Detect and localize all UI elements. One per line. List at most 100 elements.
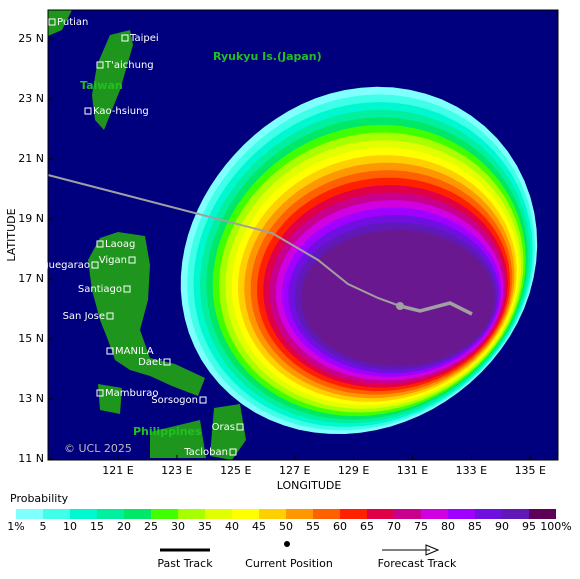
legend-level: 25 xyxy=(144,520,158,533)
region-label: Taiwan xyxy=(80,79,123,92)
past-track-line xyxy=(47,174,401,307)
legend-swatch xyxy=(97,509,124,519)
place-label: Tacloban xyxy=(183,447,228,458)
x-tick-label: 127 E xyxy=(279,464,310,477)
legend-level: 30 xyxy=(171,520,185,533)
legend-swatch xyxy=(43,509,70,519)
legend-level: 80 xyxy=(441,520,455,533)
legend-swatch xyxy=(340,509,367,519)
place-label: Oras xyxy=(212,422,235,433)
legend-swatch xyxy=(124,509,151,519)
place-marker xyxy=(121,34,129,42)
legend-level: 95 xyxy=(522,520,536,533)
legend-level: 55 xyxy=(306,520,320,533)
legend-swatch xyxy=(178,509,205,519)
legend-swatch xyxy=(205,509,232,519)
y-tick-label: 19 N xyxy=(18,212,44,225)
x-tick-label: 129 E xyxy=(338,464,369,477)
legend-level: 20 xyxy=(117,520,131,533)
place-marker xyxy=(96,389,104,397)
legend-swatch xyxy=(367,509,394,519)
x-axis-label: LONGITUDE xyxy=(277,479,342,492)
place-marker xyxy=(163,358,171,366)
legend-level: 5 xyxy=(40,520,47,533)
x-tick-label: 135 E xyxy=(515,464,546,477)
place-label: Laoag xyxy=(105,239,135,250)
region-label: Ryukyu Is.(Japan) xyxy=(213,50,322,63)
place-label: Vigan xyxy=(99,255,127,266)
legend-swatch xyxy=(475,509,502,519)
legend-swatch xyxy=(448,509,475,519)
legend-swatch xyxy=(421,509,448,519)
place-marker xyxy=(128,256,136,264)
legend-level: 90 xyxy=(495,520,509,533)
place-label: T'aichung xyxy=(104,60,154,71)
place-marker xyxy=(84,107,92,115)
place-marker xyxy=(229,448,237,456)
place-marker xyxy=(96,240,104,248)
place-label: Taipei xyxy=(129,33,159,44)
current-position-dot xyxy=(396,302,404,310)
legend-swatch xyxy=(151,509,178,519)
forecast-arrow-head xyxy=(425,544,440,556)
place-label: Tuguegarao xyxy=(30,260,90,271)
place-marker xyxy=(48,18,56,26)
legend-level: 65 xyxy=(360,520,374,533)
x-tick-label: 125 E xyxy=(220,464,251,477)
legend-swatch xyxy=(313,509,340,519)
y-tick-label: 23 N xyxy=(18,92,44,105)
y-tick-label: 25 N xyxy=(18,32,44,45)
place-label: Sorsogon xyxy=(151,395,198,406)
legend-level: 70 xyxy=(387,520,401,533)
legend-swatch xyxy=(394,509,421,519)
y-axis-label: LATITUDE xyxy=(5,208,18,261)
legend-swatch xyxy=(502,509,529,519)
probability-field xyxy=(180,86,538,435)
map-frame xyxy=(47,9,559,461)
x-tick-label: 131 E xyxy=(397,464,428,477)
place-marker xyxy=(236,423,244,431)
legend-level: 75 xyxy=(414,520,428,533)
legend-swatch xyxy=(70,509,97,519)
legend-level: 60 xyxy=(333,520,347,533)
legend-level: 10 xyxy=(63,520,77,533)
legend-level: 40 xyxy=(225,520,239,533)
x-tick-label: 133 E xyxy=(456,464,487,477)
place-label: MANILA xyxy=(115,346,154,357)
legend-level: 85 xyxy=(468,520,482,533)
place-label: Mamburao xyxy=(105,388,159,399)
current-position-key xyxy=(284,541,290,547)
legend-level: 50 xyxy=(279,520,293,533)
y-tick-label: 15 N xyxy=(18,332,44,345)
y-tick-label: 11 N xyxy=(18,452,44,465)
legend-level: 1% xyxy=(7,520,24,533)
place-marker xyxy=(199,396,207,404)
legend-swatch xyxy=(529,509,556,519)
key-label: Forecast Track xyxy=(378,557,457,570)
y-tick-label: 17 N xyxy=(18,272,44,285)
forecast-track-line xyxy=(399,301,473,316)
legend-swatch xyxy=(286,509,313,519)
place-marker xyxy=(96,61,104,69)
place-label: Daet xyxy=(138,357,162,368)
legend-level: 45 xyxy=(252,520,266,533)
legend-level: 15 xyxy=(90,520,104,533)
y-tick-label: 21 N xyxy=(18,152,44,165)
legend-swatch xyxy=(16,509,43,519)
land xyxy=(48,10,246,460)
legend-level: 100% xyxy=(540,520,571,533)
place-marker xyxy=(91,261,99,269)
key-label: Current Position xyxy=(245,557,333,570)
place-label: Kao-hsiung xyxy=(93,106,149,117)
legend-level: 35 xyxy=(198,520,212,533)
probability-contour xyxy=(300,229,495,367)
legend-title: Probability xyxy=(10,492,69,505)
copyright: © UCL 2025 xyxy=(64,442,132,455)
place-label: San Jose xyxy=(63,311,105,322)
place-marker xyxy=(106,347,114,355)
legend-swatch xyxy=(259,509,286,519)
place-label: Putian xyxy=(57,17,88,28)
place-marker xyxy=(106,312,114,320)
place-label: Santiago xyxy=(78,284,122,295)
